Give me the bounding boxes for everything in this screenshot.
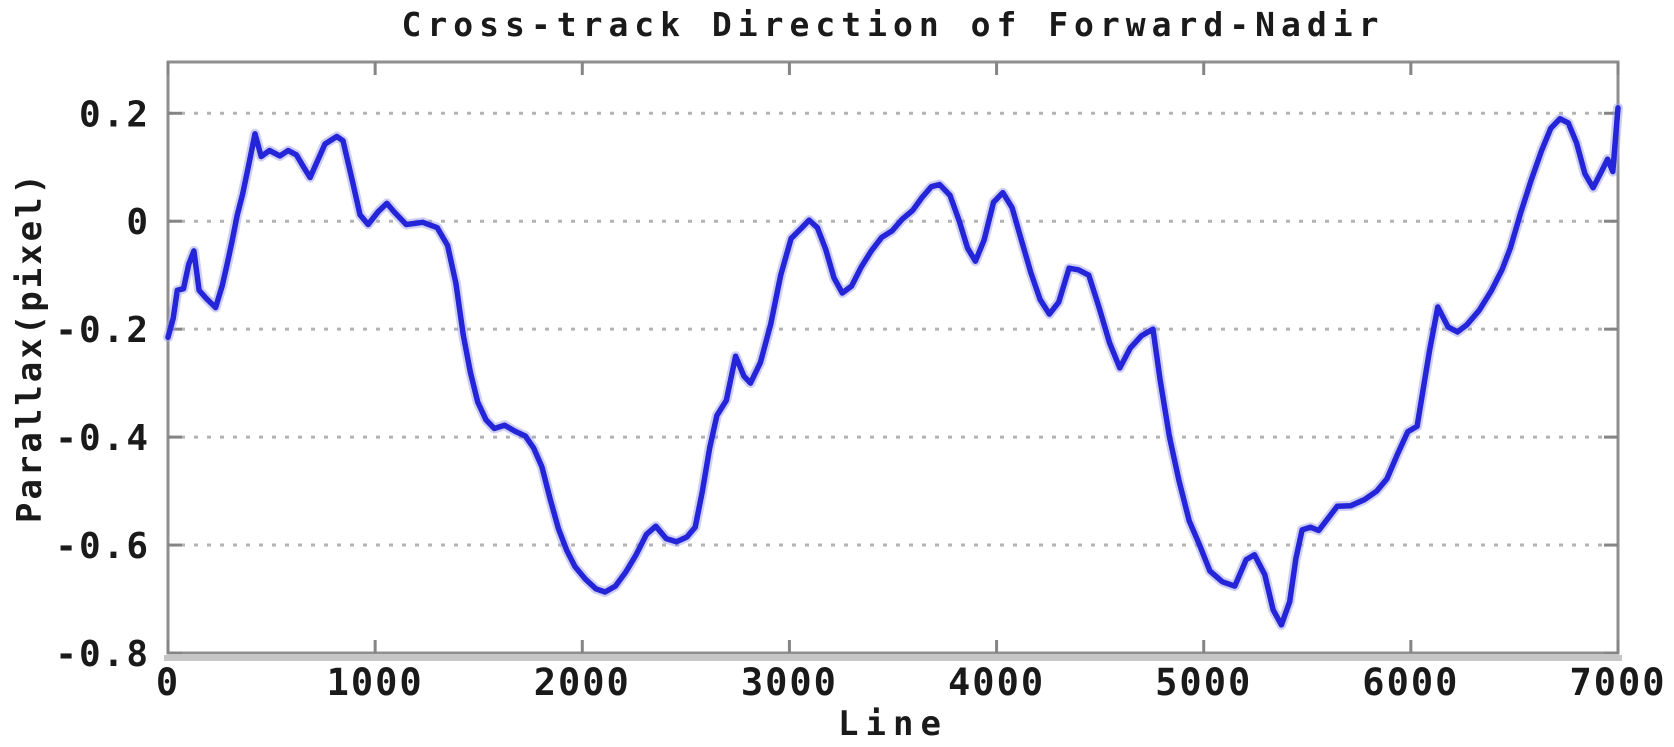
y-tick-label: -0.6: [55, 526, 150, 567]
x-tick-label: 0: [156, 661, 180, 704]
y-tick-label: 0: [126, 202, 150, 243]
series-line-halo: [163, 102, 1623, 630]
y-tick-label: -0.4: [55, 418, 150, 459]
x-tick-label: 1000: [327, 661, 424, 704]
x-tick-label: 7000: [1569, 661, 1666, 704]
y-tick-label: -0.2: [55, 310, 150, 351]
x-tick-label: 3000: [741, 661, 838, 704]
x-tick-label: 5000: [1155, 661, 1252, 704]
series-line-parallax: [165, 105, 1621, 628]
x-tick-label: 4000: [948, 661, 1045, 704]
plot-box: [166, 60, 1620, 655]
chart-title: Cross-track Direction of Forward-Nadir: [401, 5, 1385, 44]
y-tick-label: 0.2: [79, 94, 150, 135]
x-axis-label: Line: [838, 704, 948, 744]
x-tick-label: 6000: [1362, 661, 1459, 704]
y-tick-label: -0.8: [55, 634, 150, 675]
axis-shadow: [164, 655, 1622, 661]
x-tick-label: 2000: [534, 661, 631, 704]
